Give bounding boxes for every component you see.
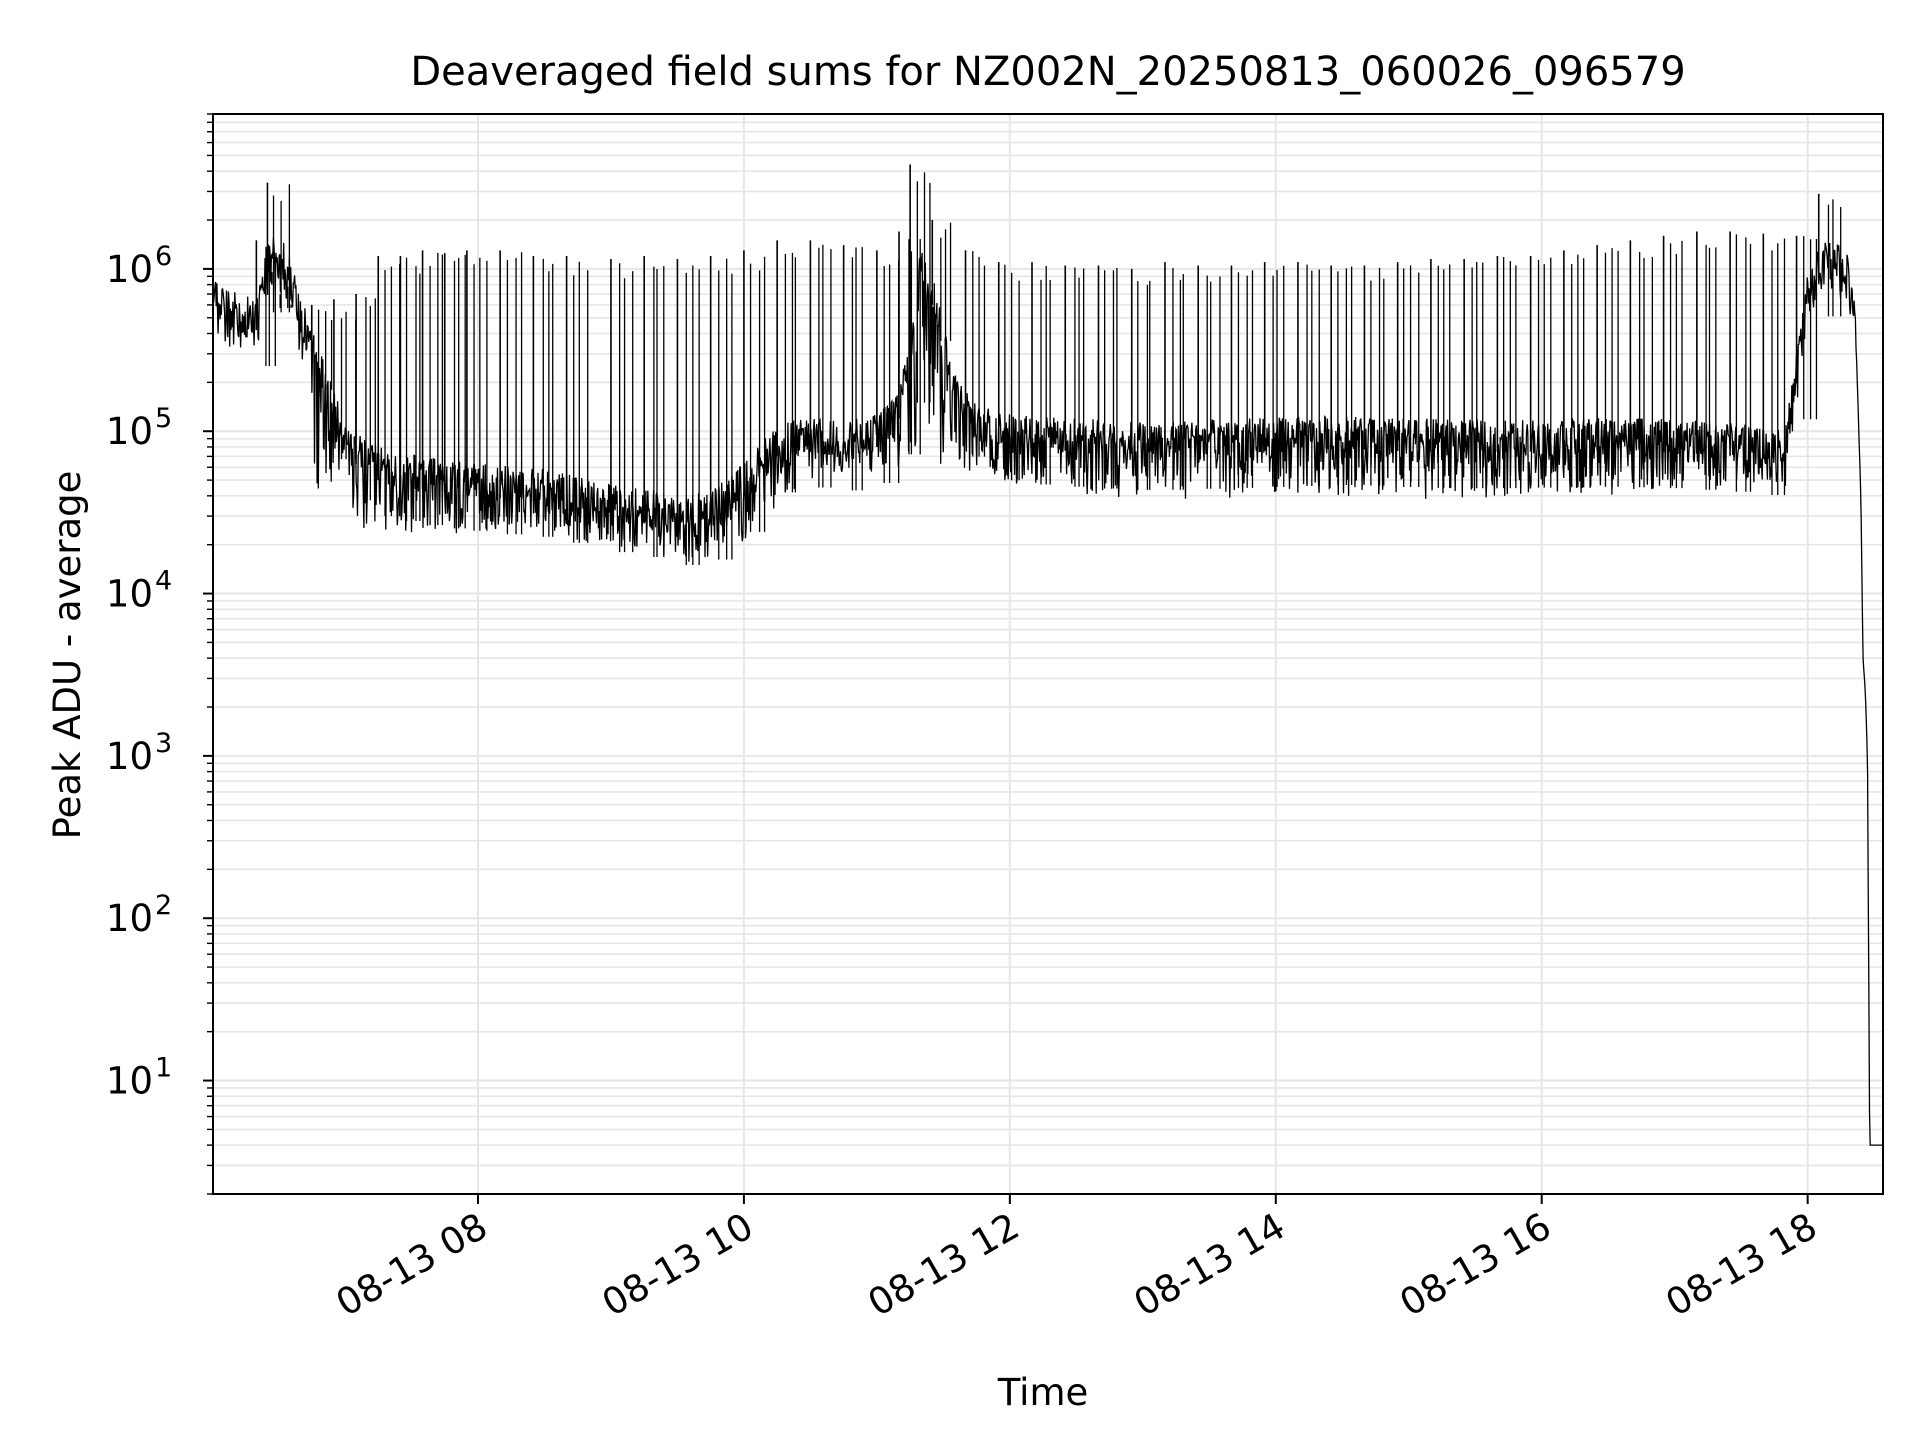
data-series <box>212 164 1883 1146</box>
y-tick-label: 10 <box>106 735 153 778</box>
y-tick-exponent: 5 <box>155 403 172 434</box>
y-tick-label: 10 <box>106 573 153 616</box>
x-axis-label: Time <box>997 1371 1089 1414</box>
y-tick-exponent: 2 <box>155 890 172 921</box>
y-tick-label: 10 <box>106 1060 153 1103</box>
y-axis-label: Peak ADU - average <box>46 471 89 840</box>
y-tick-exponent: 3 <box>155 728 172 759</box>
y-tick-exponent: 6 <box>155 241 172 272</box>
y-tick-label: 10 <box>106 410 153 453</box>
y-tick-exponent: 4 <box>155 566 172 597</box>
grid-lines <box>213 113 1883 1195</box>
y-tick-label: 10 <box>106 897 153 940</box>
series-line <box>212 237 1883 1146</box>
chart-title: Deaveraged field sums for NZ002N_2025081… <box>410 49 1685 95</box>
y-tick-label: 10 <box>106 248 153 291</box>
y-tick-exponent: 1 <box>155 1053 172 1084</box>
plot-frame <box>212 113 1884 1195</box>
